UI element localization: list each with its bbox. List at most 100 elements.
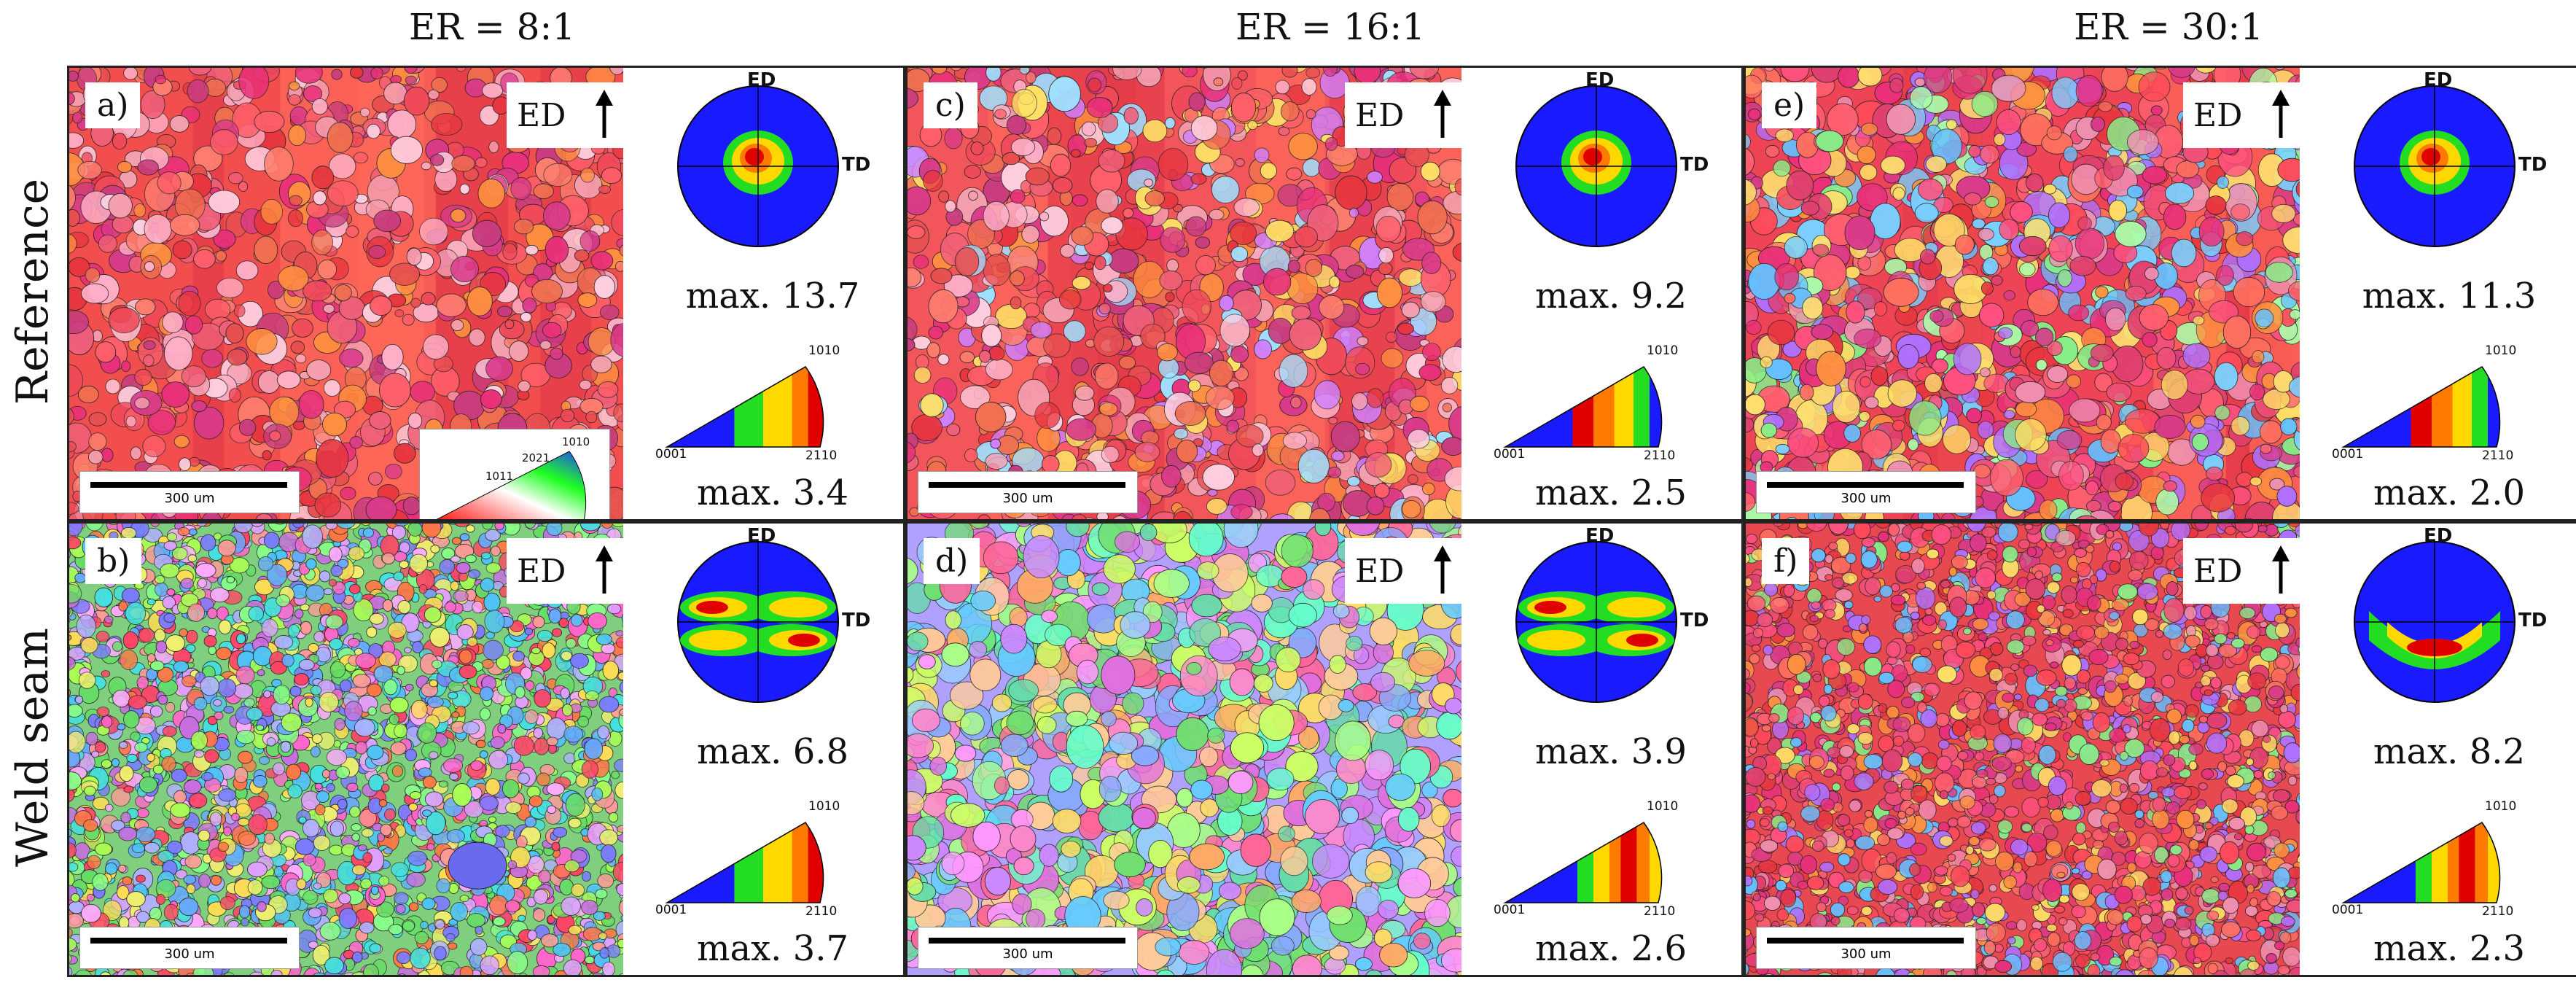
column-header-er-30: ER = 30:1 xyxy=(2073,6,2264,48)
row-label-weld-seam: Weld seam xyxy=(7,628,59,867)
ipf-max-value: max. 2.0 xyxy=(2373,472,2526,513)
inverse-pole-figure: 0001 2110 1010 xyxy=(1491,793,1731,939)
scale-bar: 300 um xyxy=(1756,927,1976,969)
up-arrow-icon xyxy=(2272,90,2290,138)
inverse-pole-figure: 0001 2110 1010 xyxy=(2329,338,2569,483)
ed-text: ED xyxy=(517,97,566,134)
ipf-label-top: 1010 xyxy=(808,343,840,358)
up-arrow-icon xyxy=(2272,545,2290,594)
extrusion-direction-label: ED xyxy=(507,82,623,148)
ed-text: ED xyxy=(1355,553,1405,590)
column-header-er-16: ER = 16:1 xyxy=(1235,6,1426,48)
ipf-color-key-icon xyxy=(436,451,587,519)
panel-d-ebsd-map xyxy=(908,524,1461,975)
pole-figure: ED TD xyxy=(2343,525,2547,713)
panel-c-ebsd-map xyxy=(908,68,1461,519)
ebsd-orientation-map xyxy=(1746,524,2300,975)
ed-text: ED xyxy=(2193,553,2243,590)
panel-letter: e) xyxy=(1762,82,1817,128)
pole-figure-ed-label: ED xyxy=(747,69,776,91)
ipf-label-top: 1010 xyxy=(1647,343,1679,358)
inverse-pole-figure: 0001 2110 1010 xyxy=(1491,338,1731,483)
pole-figure: ED TD xyxy=(2343,69,2547,257)
pole-figure-td-label: TD xyxy=(842,154,871,176)
extrusion-direction-label: ED xyxy=(2183,82,2300,148)
ipf-label-right: 2110 xyxy=(805,904,838,919)
scale-bar-label: 300 um xyxy=(164,946,215,962)
panel-letter: d) xyxy=(924,538,980,584)
ipf-label-top: 1010 xyxy=(2485,343,2517,358)
scale-bar: 300 um xyxy=(79,927,300,969)
pole-figure-ed-label: ED xyxy=(1585,69,1615,91)
ipf-max-value: max. 2.6 xyxy=(1534,928,1687,969)
pole-figure-max-value: max. 8.2 xyxy=(2373,731,2526,772)
ipf-color-key: 1010202110110001211221112110 xyxy=(419,429,610,519)
scale-bar-label: 300 um xyxy=(1841,946,1892,962)
scale-bar-label: 300 um xyxy=(164,491,215,506)
pole-figure: ED TD xyxy=(667,525,870,713)
pole-figure-max-value: max. 13.7 xyxy=(685,276,860,316)
pole-figure-ed-label: ED xyxy=(2424,525,2453,547)
color-key-label: 1011 xyxy=(485,470,514,483)
pole-figure: ED TD xyxy=(1505,69,1709,257)
pole-figure-ed-label: ED xyxy=(1585,525,1615,547)
pole-figure-max-value: max. 9.2 xyxy=(1534,276,1687,316)
up-arrow-icon xyxy=(596,90,613,138)
pole-figure-td-label: TD xyxy=(2518,154,2548,176)
pole-figure-max-value: max. 3.9 xyxy=(1534,731,1687,772)
pole-figure-td-label: TD xyxy=(842,610,871,631)
ipf-label-top: 1010 xyxy=(1647,799,1679,814)
ed-text: ED xyxy=(2193,97,2243,134)
up-arrow-icon xyxy=(1434,90,1451,138)
ipf-label-top: 1010 xyxy=(2485,799,2517,814)
figure-panel-e: e) ED 300 um ED TD max. 11.3 0001 2110 1010 max. … xyxy=(1744,66,2576,521)
figure-panel-d: d) ED 300 um ED TD max. 3.9 0001 2110 1010 max. 2… xyxy=(905,521,1744,977)
pole-figure: ED TD xyxy=(1505,525,1709,713)
scale-bar-label: 300 um xyxy=(1002,491,1053,506)
ipf-label-left: 0001 xyxy=(2332,903,2364,917)
ipf-label-left: 0001 xyxy=(655,447,687,462)
ipf-label-left: 0001 xyxy=(2332,447,2364,462)
ed-text: ED xyxy=(1355,97,1405,134)
scale-bar-label: 300 um xyxy=(1841,491,1892,506)
color-key-label: 2021 xyxy=(522,451,550,464)
ipf-label-left: 0001 xyxy=(1494,447,1526,462)
scale-bar-label: 300 um xyxy=(1002,946,1053,962)
inverse-pole-figure: 0001 2110 1010 xyxy=(652,338,893,483)
ebsd-orientation-map xyxy=(908,524,1461,975)
panel-letter: f) xyxy=(1762,538,1810,584)
pole-figure-td-label: TD xyxy=(2518,610,2548,631)
pole-figure-max-value: max. 6.8 xyxy=(696,731,849,772)
figure-panel-f: f) ED 300 um ED TD max. 8.2 0001 2110 1010 max. 2… xyxy=(1744,521,2576,977)
pole-figure: ED TD xyxy=(667,69,870,257)
scale-bar: 300 um xyxy=(1756,471,1976,513)
ipf-label-right: 2110 xyxy=(2482,904,2514,919)
scale-bar: 300 um xyxy=(79,471,300,513)
ipf-label-right: 2110 xyxy=(2482,448,2514,463)
pole-figure-td-label: TD xyxy=(1680,154,1709,176)
ipf-label-top: 1010 xyxy=(808,799,840,814)
panel-letter: a) xyxy=(85,82,141,128)
panel-letter: c) xyxy=(924,82,977,128)
up-arrow-icon xyxy=(1434,545,1451,594)
ipf-max-value: max. 2.5 xyxy=(1534,472,1687,513)
figure-panel-c: c) ED 300 um ED TD max. 9.2 0001 2110 1010 max. 2… xyxy=(905,66,1744,521)
extrusion-direction-label: ED xyxy=(1345,82,1461,148)
scale-bar: 300 um xyxy=(918,471,1138,513)
extrusion-direction-label: ED xyxy=(2183,538,2300,604)
pole-figure-td-label: TD xyxy=(1680,610,1709,631)
pole-figure-ed-label: ED xyxy=(2424,69,2453,91)
inverse-pole-figure: 0001 2110 1010 xyxy=(652,793,893,939)
ipf-max-value: max. 3.4 xyxy=(696,472,849,513)
ipf-label-left: 0001 xyxy=(1494,903,1526,917)
ipf-label-right: 2110 xyxy=(805,448,838,463)
up-arrow-icon xyxy=(596,545,613,594)
ipf-label-right: 2110 xyxy=(1644,448,1676,463)
ed-text: ED xyxy=(517,553,566,590)
ipf-max-value: max. 3.7 xyxy=(696,928,849,969)
pole-figure-ed-label: ED xyxy=(747,525,776,547)
extrusion-direction-label: ED xyxy=(1345,538,1461,604)
pole-figure-max-value: max. 11.3 xyxy=(2362,276,2537,316)
ipf-max-value: max. 2.3 xyxy=(2373,928,2526,969)
